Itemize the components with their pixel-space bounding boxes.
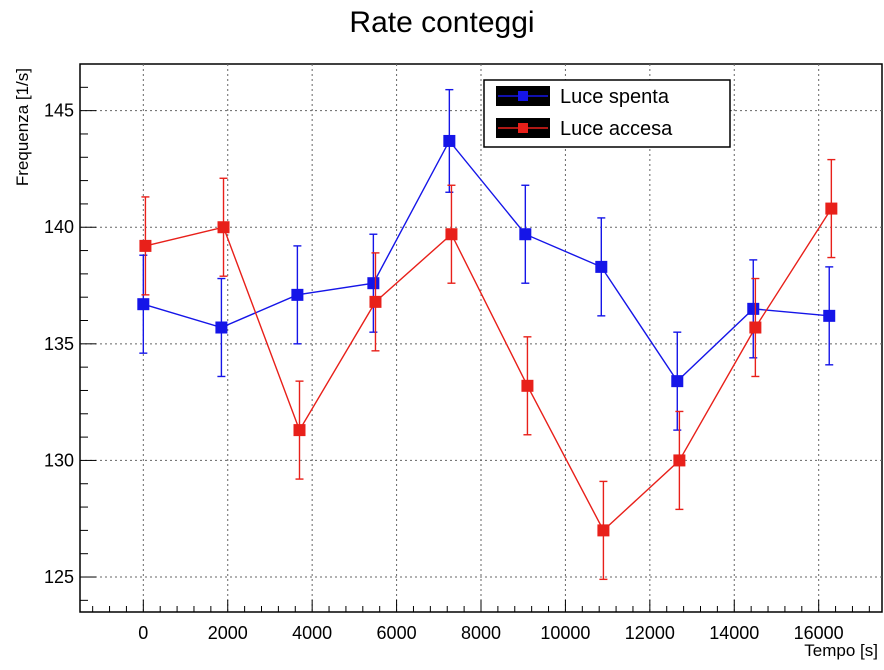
- x-tick-label: 10000: [540, 623, 590, 643]
- data-point: [521, 379, 534, 392]
- data-point: [597, 524, 610, 537]
- x-tick-label: 4000: [292, 623, 332, 643]
- x-axis-title: Tempo [s]: [804, 641, 878, 660]
- data-point: [595, 260, 608, 273]
- x-tick-label: 14000: [709, 623, 759, 643]
- legend-label: Luce accesa: [560, 118, 673, 140]
- y-tick-label: 145: [44, 101, 74, 121]
- series-line-1: [143, 139, 830, 383]
- y-tick-label: 135: [44, 334, 74, 354]
- data-point: [747, 302, 760, 315]
- y-tick-label: 125: [44, 567, 74, 587]
- y-tick-label: 130: [44, 450, 74, 470]
- series-line-2: [145, 208, 832, 532]
- x-tick-label: 16000: [794, 623, 844, 643]
- data-point: [519, 228, 532, 241]
- legend-swatch-marker: [518, 123, 528, 133]
- data-point: [367, 277, 380, 290]
- x-tick-label: 8000: [461, 623, 501, 643]
- data-point: [445, 228, 458, 241]
- data-point: [825, 202, 838, 215]
- data-point: [369, 295, 382, 308]
- data-point: [293, 424, 306, 437]
- data-point: [671, 375, 684, 388]
- data-point: [217, 221, 230, 234]
- data-point: [215, 321, 228, 334]
- x-tick-label: 2000: [208, 623, 248, 643]
- legend-swatch-marker: [518, 91, 528, 101]
- data-point: [443, 134, 456, 147]
- data-point: [749, 321, 762, 334]
- y-axis-title: Frequenza [1/s]: [13, 68, 32, 186]
- x-tick-label: 12000: [625, 623, 675, 643]
- data-point: [823, 309, 836, 322]
- x-tick-label: 0: [138, 623, 148, 643]
- chart-title: Rate conteggi: [349, 6, 535, 39]
- data-point: [139, 239, 152, 252]
- data-point: [673, 454, 686, 467]
- data-point: [291, 288, 304, 301]
- x-tick-label: 6000: [377, 623, 417, 643]
- data-point: [137, 298, 150, 311]
- y-tick-label: 140: [44, 217, 74, 237]
- legend-label: Luce spenta: [560, 86, 670, 108]
